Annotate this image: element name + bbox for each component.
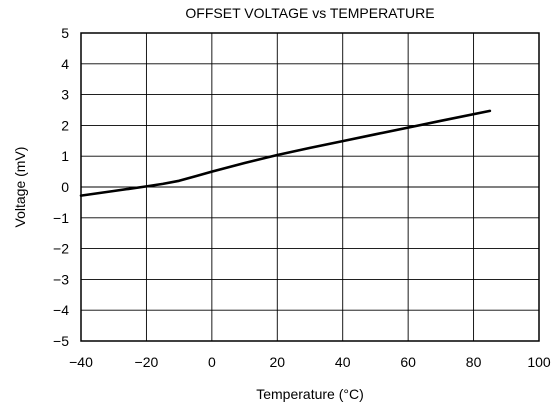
x-tick-label: 40 <box>335 354 351 370</box>
x-tick-label: 60 <box>400 354 416 370</box>
y-axis-label: Voltage (mV) <box>12 147 28 228</box>
x-tick-label: 80 <box>466 354 482 370</box>
x-axis-label: Temperature (°C) <box>256 386 364 402</box>
axis-tick-labels: −40 −20 0 20 40 60 80 100 5 4 3 2 1 0 −1 −2 −3 −4 −5 <box>53 25 551 370</box>
x-tick-label: −40 <box>69 354 93 370</box>
x-tick-label: 20 <box>269 354 285 370</box>
y-tick-label: 3 <box>61 87 69 103</box>
grid-lines <box>81 33 539 341</box>
y-tick-label: 2 <box>61 117 69 133</box>
y-tick-label: −2 <box>53 241 69 257</box>
data-series <box>79 109 492 197</box>
plot-area-frame <box>80 32 540 342</box>
y-tick-label: 4 <box>61 56 69 72</box>
y-tick-label: −4 <box>53 302 69 318</box>
x-tick-label: 0 <box>208 354 216 370</box>
y-tick-label: 0 <box>61 179 69 195</box>
y-tick-label: −3 <box>53 271 69 287</box>
y-tick-label: −1 <box>53 210 69 226</box>
offset-voltage-series-line <box>79 109 492 197</box>
y-tick-label: 5 <box>61 25 69 41</box>
x-tick-label: 100 <box>527 354 551 370</box>
chart-title: OFFSET VOLTAGE vs TEMPERATURE <box>185 5 434 21</box>
y-tick-label: 1 <box>61 148 69 164</box>
y-tick-label: −5 <box>53 333 69 349</box>
x-tick-label: −20 <box>135 354 159 370</box>
